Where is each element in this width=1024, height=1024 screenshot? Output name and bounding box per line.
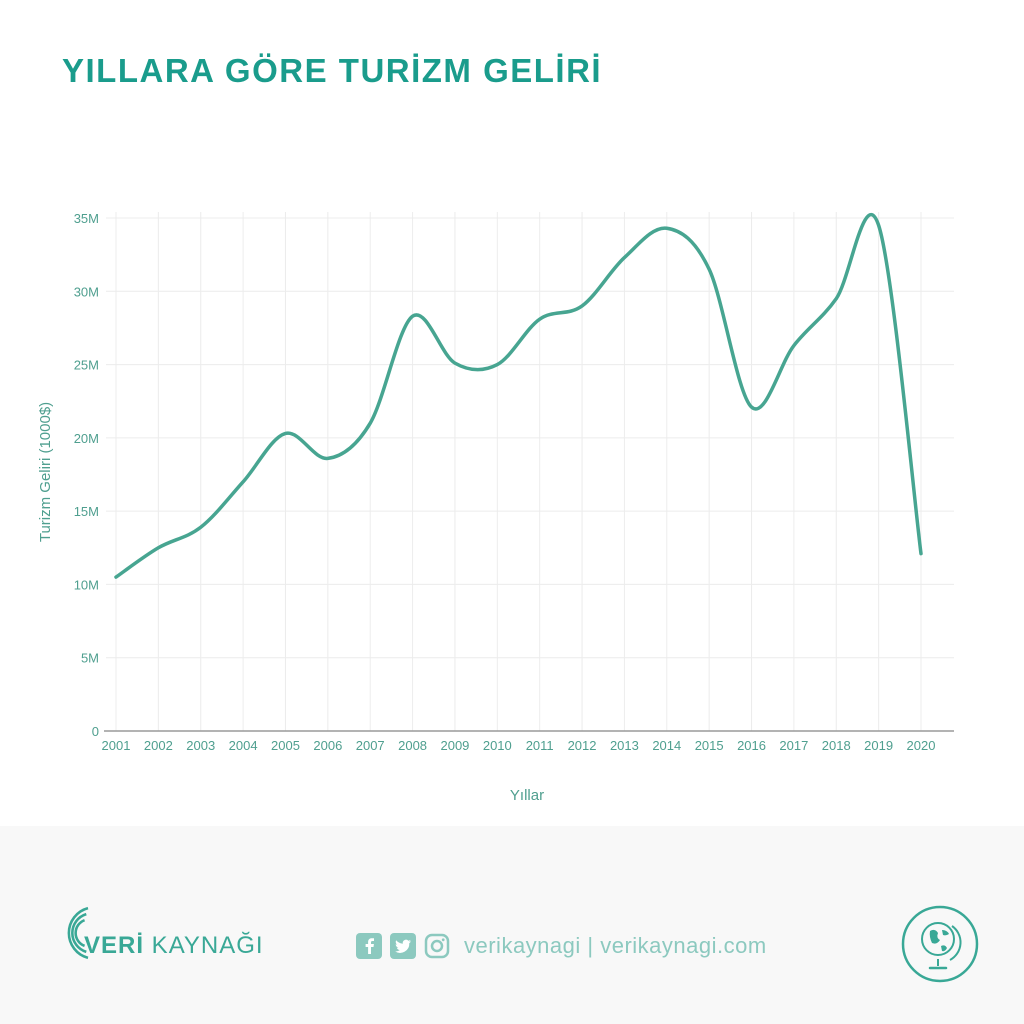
y-tick-label: 20M xyxy=(74,431,99,446)
social-links: verikaynagi | verikaynagi.com xyxy=(356,933,767,959)
y-tick-label: 10M xyxy=(74,577,99,592)
x-tick-label: 2005 xyxy=(271,738,300,753)
x-tick-label: 2006 xyxy=(313,738,342,753)
x-tick-label: 2017 xyxy=(779,738,808,753)
x-tick-label: 2013 xyxy=(610,738,639,753)
brand-logo-icon xyxy=(67,906,89,960)
y-tick-label: 0 xyxy=(92,724,99,739)
x-tick-label: 2010 xyxy=(483,738,512,753)
series-line xyxy=(114,212,923,579)
chart-title: YILLARA GÖRE TURİZM GELİRİ xyxy=(62,52,603,89)
x-tick-labels: 2001 2002 2003 2004 2005 2006 2007 2008 2009 2010… xyxy=(102,738,936,753)
y-tick-label: 15M xyxy=(74,504,99,519)
x-tick-label: 2003 xyxy=(186,738,215,753)
brand-bold: VERİ xyxy=(84,932,145,959)
y-tick-label: 25M xyxy=(74,358,99,373)
x-tick-label: 2016 xyxy=(737,738,766,753)
footer xyxy=(0,826,1024,1024)
brand-rest: KAYNAĞI xyxy=(144,932,264,959)
y-tick-label: 5M xyxy=(81,651,99,666)
x-tick-label: 2015 xyxy=(695,738,724,753)
instagram-icon[interactable] xyxy=(424,933,450,959)
globe-icon xyxy=(901,905,979,983)
x-tick-label: 2012 xyxy=(568,738,597,753)
x-tick-label: 2002 xyxy=(144,738,173,753)
facebook-icon[interactable] xyxy=(356,933,382,959)
x-tick-label: 2019 xyxy=(864,738,893,753)
y-tick-label: 30M xyxy=(74,284,99,299)
x-tick-label: 2011 xyxy=(526,738,554,753)
y-axis-title: Turizm Geliri (1000$) xyxy=(37,402,54,542)
x-tick-label: 2008 xyxy=(398,738,427,753)
x-tick-label: 2009 xyxy=(440,738,469,753)
x-tick-label: 2014 xyxy=(652,738,681,753)
x-tick-label: 2004 xyxy=(229,738,258,753)
social-text: verikaynagi | verikaynagi.com xyxy=(464,933,767,958)
x-tick-label: 2018 xyxy=(822,738,851,753)
x-tick-label: 2020 xyxy=(907,738,936,753)
x-tick-label: 2007 xyxy=(356,738,385,753)
twitter-icon[interactable] xyxy=(390,933,416,959)
x-axis-title: Yıllar xyxy=(510,787,544,804)
y-tick-label: 35M xyxy=(74,211,99,226)
brand-name: VERİ KAYNAĞI xyxy=(84,932,264,960)
y-tick-labels: 0 5M 10M 15M 20M 25M 30M 35M xyxy=(74,211,99,739)
grid-lines xyxy=(106,212,954,731)
x-tick-label: 2001 xyxy=(102,738,131,753)
